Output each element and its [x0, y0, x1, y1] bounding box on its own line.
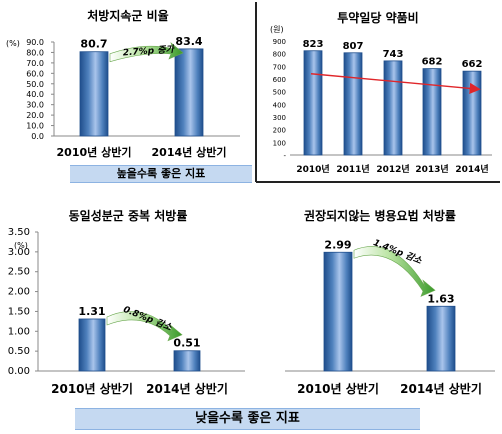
chart-1-data-label: 662: [462, 59, 483, 70]
chart-2-y-tick-label: 2.00: [8, 287, 30, 298]
chart-1-y-tick-label: 700: [273, 63, 286, 71]
chart-0-y-tick-label: 30.0: [26, 101, 44, 110]
chart-0-y-tick-label: 90.0: [26, 38, 44, 47]
chart-3-bar: [426, 305, 456, 372]
chart-1-y-tick-label: 400: [273, 101, 286, 109]
chart-0-bar: [79, 51, 109, 137]
chart-1-data-label: 743: [383, 49, 404, 60]
chart-1-x-tick-label: 2011년: [336, 163, 369, 175]
chart-0-x-tick-label: 2010년 상반기: [57, 145, 132, 159]
chart-3-bar: [323, 251, 353, 372]
chart-3-x-tick-label: 2014년 상반기: [400, 381, 482, 396]
chart-2-y-tick-label: 3.50: [8, 227, 30, 238]
chart-1-bar: [422, 68, 442, 156]
chart-1-y-tick-label: 100: [273, 139, 286, 147]
chart-0-y-tick-label: 40.0: [26, 90, 44, 99]
chart-0-annotation: 2.7%p 증가: [122, 44, 175, 59]
chart-2-y-tick-label: 0.00: [8, 366, 30, 377]
chart-1-x-tick-label: 2013년: [415, 163, 448, 175]
chart-2-x-tick-label: 2014년 상반기: [146, 381, 228, 396]
chart-1-bar: [343, 52, 363, 156]
chart-3-x-tick-label: 2010년 상반기: [297, 381, 379, 396]
chart-1-y-tick-label: 600: [273, 76, 286, 84]
chart-1-y-tick-label: 800: [273, 51, 286, 59]
chart-1-y-tick-label: 300: [273, 114, 286, 122]
chart-0-y-tick-label: 0.0: [31, 132, 44, 141]
chart-2-title: 동일성분군 중복 처방률: [69, 208, 188, 223]
chart-0-data-label: 83.4: [175, 35, 202, 48]
chart-1-y-tick-label: 900: [273, 38, 286, 46]
chart-2-y-tick-label: 1.50: [8, 306, 30, 317]
chart-0-bar: [174, 48, 204, 137]
chart-1-data-label: 823: [303, 39, 324, 50]
chart-1-x-tick-label: 2012년: [376, 163, 409, 175]
chart-0-y-tick-label: 50.0: [26, 80, 44, 89]
chart-2-bar: [78, 318, 106, 372]
chart-2-y-tick-label: 3.00: [8, 247, 30, 258]
chart-1-title: 투약일당 약품비: [337, 10, 418, 25]
chart-1-y-tick-label: 500: [273, 89, 286, 97]
chart-1-x-tick-label: 2010년: [296, 163, 329, 175]
chart-2-y-tick-label: 1.00: [8, 326, 30, 337]
chart-2-y-unit: (%): [14, 241, 28, 250]
chart-2-y-tick-label: 2.50: [8, 267, 30, 278]
chart-0-x-tick-label: 2014년 상반기: [152, 145, 227, 159]
chart-0-change-arrow: [109, 41, 184, 63]
chart-2-data-label: 0.51: [173, 337, 200, 350]
chart-0-y-unit: (%): [6, 39, 20, 48]
chart-3-change-arrow: [353, 246, 436, 297]
chart-1-data-label: 682: [422, 57, 443, 68]
chart-1-bar: [462, 70, 482, 156]
chart-1-x-tick-label: 2014년: [455, 163, 488, 175]
chart-2-x-tick-label: 2010년 상반기: [51, 381, 133, 396]
chart-0-title: 처방지속군 비율: [87, 8, 168, 23]
chart-2-y-tick-label: 0.50: [8, 346, 30, 357]
chart-1-y-unit: (원): [270, 25, 284, 34]
chart-0-y-tick-label: 80.0: [26, 48, 44, 57]
chart-3-data-label: 2.99: [324, 238, 351, 251]
chart-0-y-tick-label: 60.0: [26, 69, 44, 78]
chart-1-data-label: 807: [343, 41, 364, 52]
chart-3-data-label: 1.63: [427, 292, 454, 305]
chart-1-y-tick-label: 200: [273, 127, 286, 135]
chart-2-data-label: 1.31: [78, 305, 105, 318]
chart-3-title: 권장되지않는 병용요법 처방률: [304, 208, 456, 223]
chart-0-data-label: 80.7: [80, 38, 107, 51]
bottom-footer-band: 낮을수록 좋은 지표: [75, 408, 420, 430]
chart-1-bar: [383, 60, 403, 156]
chart-1-y-tick-label: -: [283, 152, 286, 160]
chart-1-bar: [303, 50, 323, 156]
chart-0-y-tick-label: 20.0: [26, 111, 44, 120]
top-left-footer-band: 높을수록 좋은 지표: [70, 165, 252, 183]
chart-2-bar: [173, 350, 201, 372]
chart-2-change-arrow: [106, 311, 183, 342]
chart-1-trend-arrow: [310, 73, 481, 94]
chart-0-y-tick-label: 10.0: [26, 122, 44, 131]
chart-0-y-tick-label: 70.0: [26, 59, 44, 68]
